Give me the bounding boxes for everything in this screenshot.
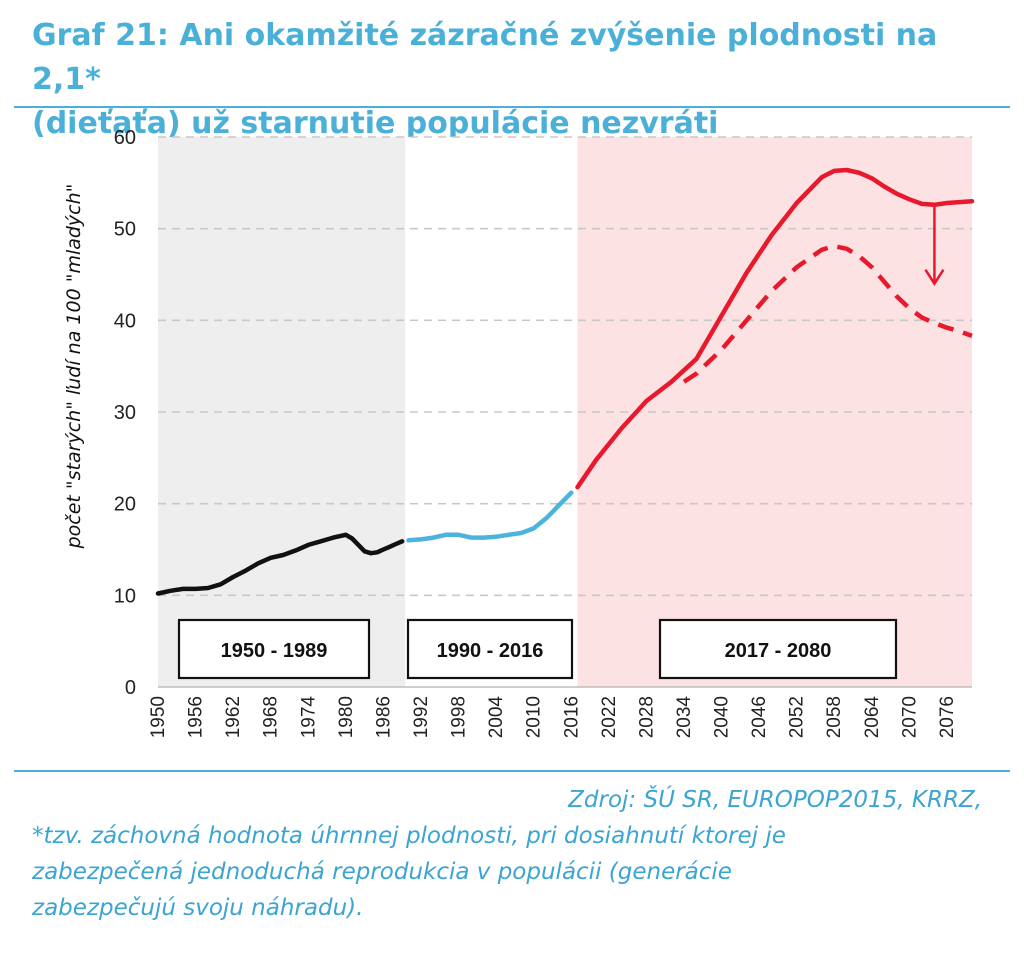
- y-tick-label-40: 40: [114, 310, 136, 332]
- period-label-box: [177, 618, 371, 680]
- annotations: [924, 206, 945, 286]
- series-lines: [155, 167, 975, 596]
- series-line-1: [406, 490, 574, 543]
- x-tick-label-1986: 1986: [373, 696, 394, 738]
- footer-divider: [14, 770, 1010, 772]
- period-label-box: [406, 618, 574, 680]
- period-label-0: 1950 - 1989: [177, 618, 371, 680]
- x-tick-label-2064: 2064: [862, 696, 883, 739]
- x-tick-label-2022: 2022: [599, 696, 620, 738]
- x-tick-label-2046: 2046: [749, 696, 770, 738]
- x-tick-label-2034: 2034: [674, 696, 695, 739]
- chart-title-line-2: (dieťaťa) už starnutie populácie nezvrát…: [32, 106, 719, 141]
- down-arrow-0: [924, 206, 945, 286]
- period-label-text: 1950 - 1989: [221, 640, 328, 662]
- footnote-line-2: zabezpečená jednoduchá reprodukcia v pop…: [32, 859, 732, 885]
- title-divider: [14, 106, 1010, 108]
- period-label-text: 1990 - 2016: [437, 640, 544, 662]
- period-label-text: 2017 - 2080: [725, 640, 832, 662]
- grid-lines: [158, 136, 972, 597]
- y-tick-label-10: 10: [114, 585, 136, 607]
- period-shade-0: [158, 137, 406, 687]
- footer: Zdroj: ŠÚ SR, EUROPOP2015, KRRZ, *tzv. z…: [32, 782, 982, 926]
- x-tick-label-2040: 2040: [712, 696, 733, 738]
- x-tick-label-2028: 2028: [636, 696, 657, 738]
- series-line-3: [682, 243, 973, 384]
- source-note: Zdroj: ŠÚ SR, EUROPOP2015, KRRZ,: [568, 787, 982, 813]
- x-tick-label-2070: 2070: [899, 696, 920, 738]
- period-label-2: 2017 - 2080: [658, 618, 898, 680]
- y-tick-label-50: 50: [114, 219, 136, 241]
- x-tick-label-1950: 1950: [148, 696, 169, 738]
- period-label-1: 1990 - 2016: [406, 618, 574, 680]
- y-axis: 0 10 20 30 40 50 60: [114, 127, 136, 699]
- y-tick-label-30: 30: [114, 402, 136, 424]
- period-shade-1: [405, 137, 578, 687]
- x-tick-label-2004: 2004: [486, 696, 507, 739]
- footnote-line-3: zabezpečujú svoju náhradu).: [32, 895, 364, 921]
- y-axis-title: počet "starých" ľudí na 100 "mladých": [63, 184, 85, 550]
- x-tick-label-1962: 1962: [223, 696, 244, 738]
- y-tick-label-60: 60: [114, 127, 136, 149]
- series-line-0: [155, 532, 405, 596]
- x-tick-label-2058: 2058: [824, 696, 845, 738]
- chart-title: Graf 21: Ani okamžité zázračné zvýšenie …: [32, 14, 1012, 146]
- period-labels: 1950 - 1989 1990 - 2016 2017 - 2080: [177, 618, 898, 680]
- x-tick-label-2052: 2052: [787, 696, 808, 738]
- y-tick-label-20: 20: [114, 494, 136, 516]
- x-tick-label-1974: 1974: [298, 696, 319, 739]
- x-tick-label-2016: 2016: [561, 696, 582, 738]
- x-tick-label-1956: 1956: [186, 696, 207, 738]
- period-label-box: [658, 618, 898, 680]
- series-line-2: [575, 167, 975, 490]
- x-tick-label-1968: 1968: [261, 696, 282, 738]
- x-axis: 1950 1956 1962 1968 1974 1980 1986 1992 1998 2004…: [148, 686, 972, 739]
- down-arrow-head: [924, 268, 945, 286]
- x-tick-label-1992: 1992: [411, 696, 432, 738]
- chart-title-line-1: Graf 21: Ani okamžité zázračné zvýšenie …: [32, 18, 938, 97]
- footnote-line-1: *tzv. záchovná hodnota úhrnnej plodnosti…: [32, 823, 786, 849]
- x-tick-label-1998: 1998: [449, 696, 470, 738]
- x-tick-label-1980: 1980: [336, 696, 357, 738]
- y-tick-label-0: 0: [125, 677, 136, 699]
- x-tick-label-2010: 2010: [524, 696, 545, 738]
- x-tick-label-2076: 2076: [937, 696, 958, 738]
